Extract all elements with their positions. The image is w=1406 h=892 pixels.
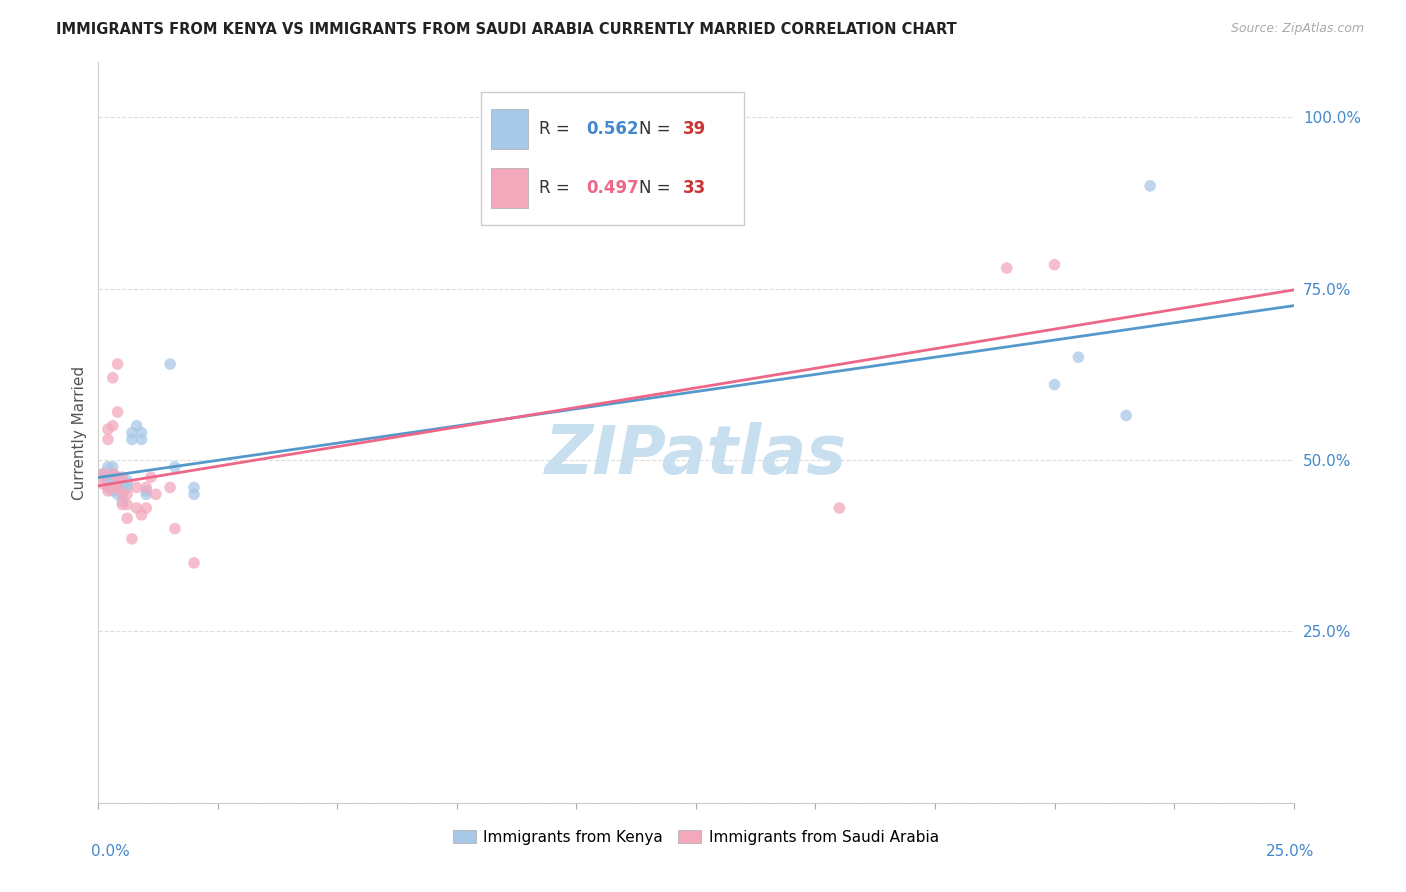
Text: Source: ZipAtlas.com: Source: ZipAtlas.com (1230, 22, 1364, 36)
Point (115, 511, 138, 525)
Text: ZIPatlas: ZIPatlas (546, 422, 846, 488)
Point (101, 474, 124, 488)
Point (97, 470, 120, 484)
Point (115, 477, 138, 491)
Point (107, 474, 129, 488)
Point (131, 425, 153, 440)
Point (111, 487, 134, 501)
Point (111, 477, 134, 491)
Point (101, 467, 124, 481)
Point (1043, 377, 1066, 392)
Point (97, 480, 120, 494)
Point (125, 418, 148, 433)
Point (1067, 350, 1090, 364)
Point (135, 483, 157, 498)
Point (107, 487, 129, 501)
Point (115, 487, 138, 501)
Point (183, 480, 205, 494)
Point (91, 470, 114, 484)
Point (121, 425, 143, 440)
Point (121, 532, 143, 546)
Point (131, 508, 153, 522)
Point (111, 494, 134, 508)
Point (97, 459, 120, 474)
Point (97, 474, 120, 488)
Point (121, 433, 143, 447)
Point (91, 467, 114, 481)
Point (101, 418, 124, 433)
Point (828, 501, 851, 516)
Point (131, 433, 153, 447)
Point (101, 371, 124, 385)
Point (97, 433, 120, 447)
Point (995, 261, 1018, 276)
Point (107, 480, 129, 494)
Point (135, 487, 157, 501)
Point (159, 480, 181, 494)
Point (1115, 409, 1137, 423)
Point (97, 483, 120, 498)
Point (107, 477, 129, 491)
Point (111, 487, 134, 501)
Text: 25.0%: 25.0% (1267, 845, 1315, 859)
Point (111, 480, 134, 494)
Point (111, 498, 134, 512)
Point (101, 459, 124, 474)
Point (107, 357, 129, 371)
Point (135, 480, 157, 494)
Point (111, 470, 134, 484)
Point (135, 501, 157, 516)
Point (97, 422, 120, 436)
Point (115, 474, 138, 488)
Point (183, 556, 205, 570)
Point (101, 480, 124, 494)
Point (159, 357, 181, 371)
Text: IMMIGRANTS FROM KENYA VS IMMIGRANTS FROM SAUDI ARABIA CURRENTLY MARRIED CORRELAT: IMMIGRANTS FROM KENYA VS IMMIGRANTS FROM… (56, 22, 957, 37)
Y-axis label: Currently Married: Currently Married (72, 366, 87, 500)
Point (145, 487, 167, 501)
Point (163, 459, 186, 474)
Legend: Immigrants from Kenya, Immigrants from Saudi Arabia: Immigrants from Kenya, Immigrants from S… (447, 823, 945, 851)
Point (125, 480, 148, 494)
Point (101, 467, 124, 481)
Point (183, 487, 205, 501)
Point (139, 470, 162, 484)
Text: 0.0%: 0.0% (91, 845, 131, 859)
Point (111, 474, 134, 488)
Point (115, 480, 138, 494)
Point (1139, 178, 1161, 193)
Point (91, 477, 114, 491)
Point (107, 405, 129, 419)
Point (107, 480, 129, 494)
Point (115, 498, 138, 512)
Point (91, 467, 114, 481)
Point (107, 470, 129, 484)
Point (101, 483, 124, 498)
Point (1043, 258, 1066, 272)
Point (101, 477, 124, 491)
Point (107, 470, 129, 484)
Point (125, 501, 148, 516)
Point (163, 522, 186, 536)
